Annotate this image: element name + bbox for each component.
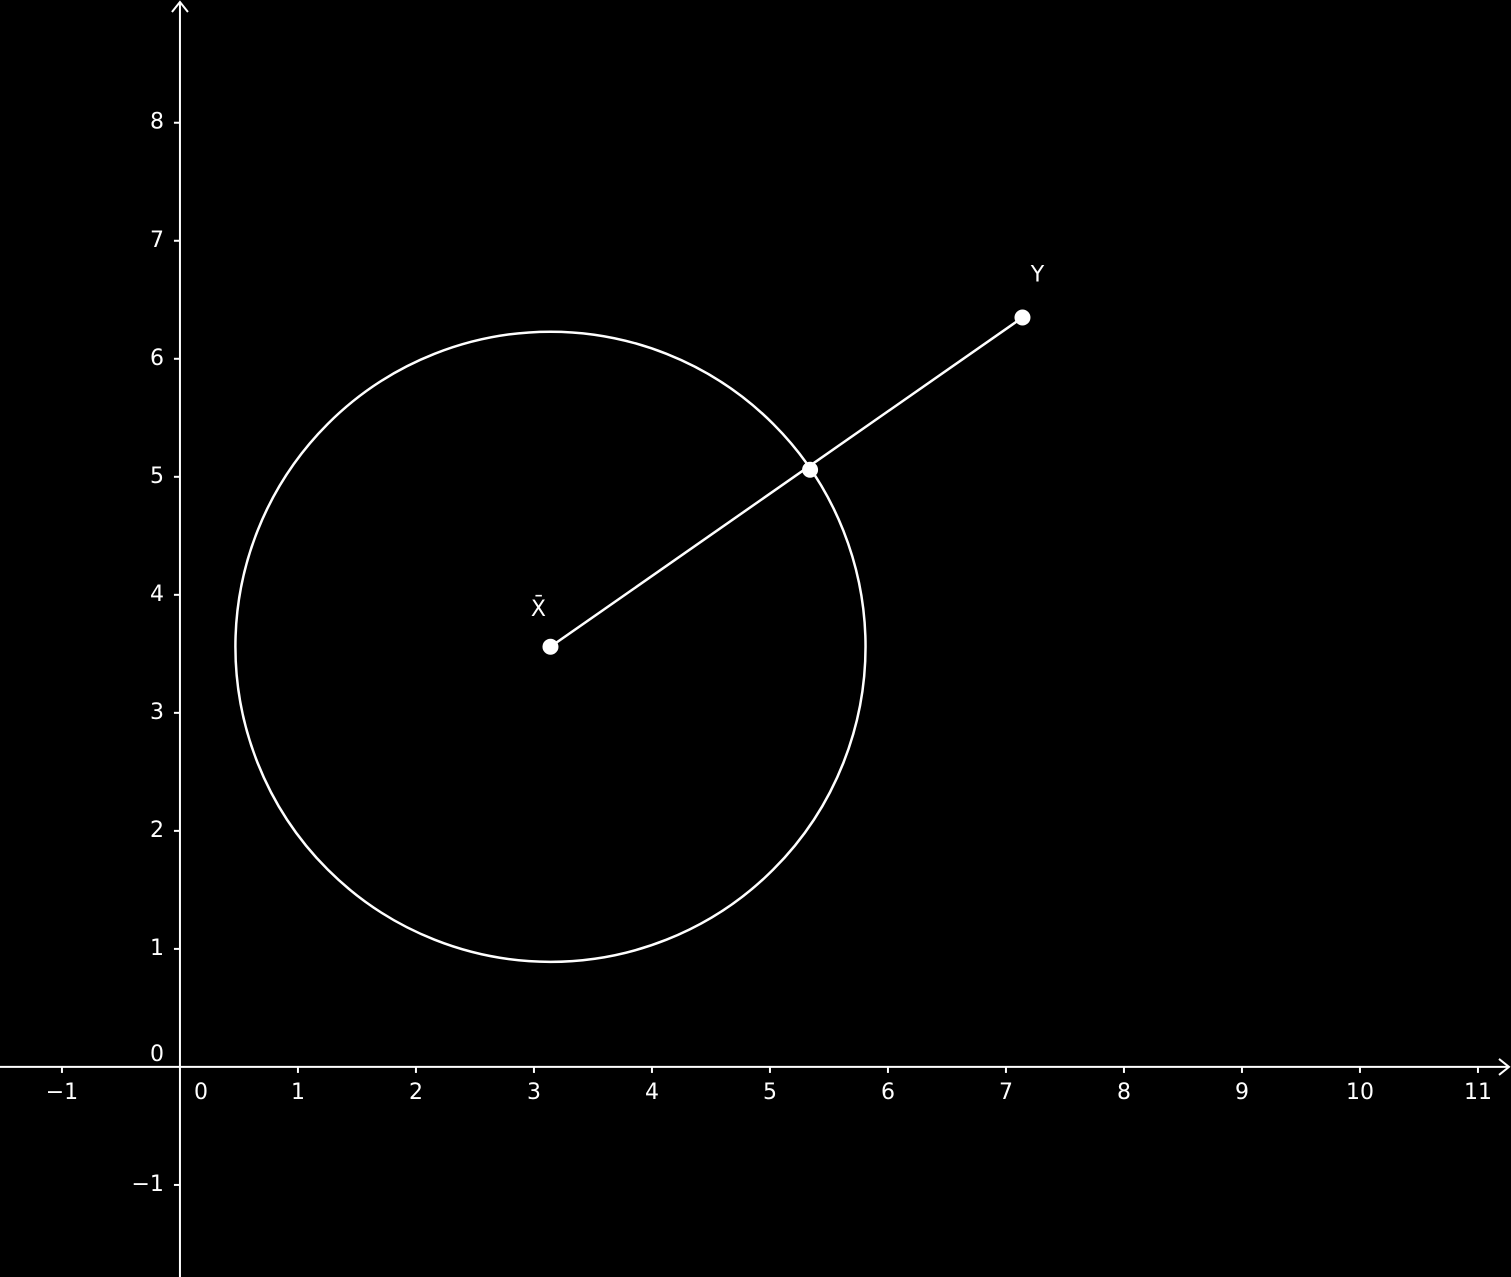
x-tick-label: 6 [881,1080,895,1105]
x-tick-label: 1 [291,1080,305,1105]
x-tick-label: 7 [999,1080,1013,1105]
x-tick-label: 8 [1117,1080,1131,1105]
y-tick-label: 3 [150,700,164,725]
y-tick-label: −1 [132,1172,164,1197]
x-axis-arrow [1498,1058,1511,1076]
x-tick-label: 9 [1235,1080,1249,1105]
x-tick-label: 11 [1464,1080,1492,1105]
point-label: Y [1030,262,1045,287]
point [1014,309,1031,326]
point [542,638,559,655]
y-tick-label: 0 [150,1042,164,1067]
point [802,461,819,478]
x-tick-label: 2 [409,1080,423,1105]
x-tick-label: 4 [645,1080,659,1105]
y-tick-label: 5 [150,464,164,489]
x-tick-label: 10 [1346,1080,1374,1105]
y-tick-label: 7 [150,228,164,253]
y-tick-label: 8 [150,110,164,135]
x-tick-label: 0 [194,1080,208,1105]
x-tick-label: −1 [46,1080,78,1105]
y-tick-label: 1 [150,936,164,961]
x-tick-label: 3 [527,1080,541,1105]
y-tick-label: 2 [150,818,164,843]
y-tick-label: 4 [150,582,164,607]
circle [234,330,867,964]
y-tick-label: 6 [150,346,164,371]
y-axis-arrow [171,0,189,13]
x-tick-label: 5 [763,1080,777,1105]
point-label: X̄ [531,596,546,622]
segment [549,316,1024,648]
